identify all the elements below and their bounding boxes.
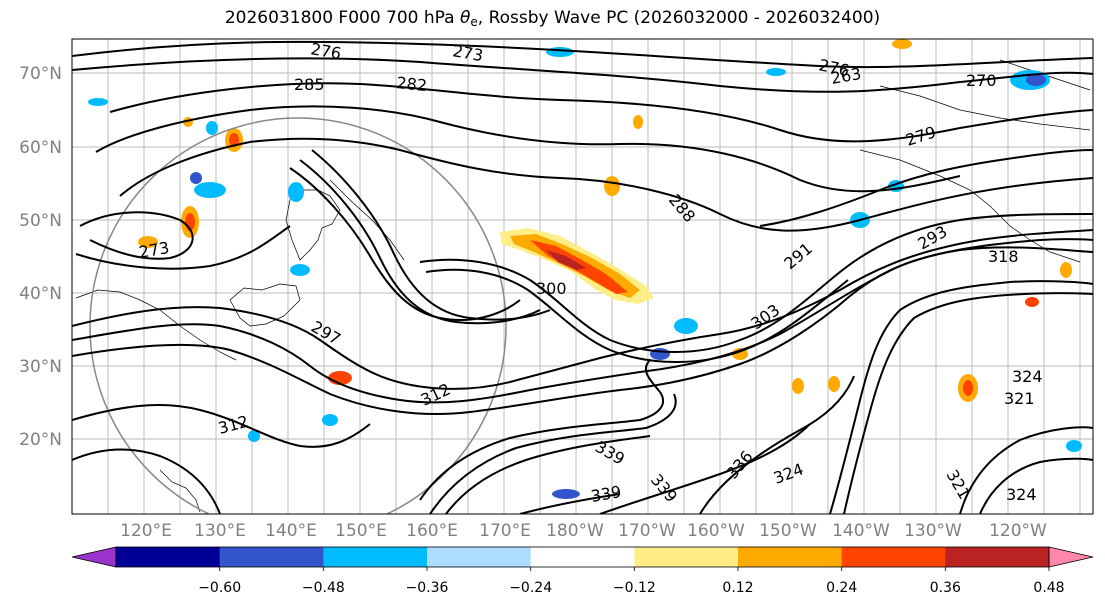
contour-label: 324 bbox=[1012, 367, 1043, 386]
longitude-label: 120°E bbox=[120, 521, 172, 541]
latitude-label: 60°N bbox=[19, 138, 62, 158]
colorbar-segment bbox=[116, 547, 221, 567]
contour-label: 285 bbox=[294, 75, 325, 94]
latitude-label: 50°N bbox=[19, 211, 62, 231]
latitude-label: 20°N bbox=[19, 430, 62, 450]
colorbar-tick-label: −0.12 bbox=[613, 580, 656, 596]
contour-label: 324 bbox=[1006, 485, 1037, 504]
longitude-label: 170°E bbox=[479, 521, 531, 541]
colorbar-tick-label: −0.60 bbox=[198, 580, 241, 596]
colorbar-tick-label: 0.24 bbox=[826, 580, 857, 596]
longitude-label: 140°W bbox=[832, 521, 890, 541]
colorbar-tick-label: 0.48 bbox=[1033, 580, 1064, 596]
reference-circle bbox=[89, 117, 507, 514]
colorbar-segment bbox=[945, 547, 1050, 567]
colorbar-tick-label: 0.12 bbox=[722, 580, 753, 596]
latitude-labels: 70°N 60°N 50°N 40°N 30°N 20°N bbox=[19, 64, 62, 450]
longitude-label: 130°E bbox=[194, 521, 246, 541]
longitude-label: 170°W bbox=[618, 521, 676, 541]
contour-label: 300 bbox=[536, 279, 567, 298]
colorbar: −0.60 −0.48 −0.36 −0.24 −0.12 0.12 0.24 0.36 0.4… bbox=[71, 546, 1094, 596]
colorbar-segment bbox=[427, 547, 532, 567]
colorbar-extend-high bbox=[1048, 546, 1094, 568]
contour-label: 270 bbox=[966, 71, 997, 90]
colorbar-segment bbox=[530, 547, 635, 567]
colorbar-segment bbox=[634, 547, 739, 567]
colorbar-tick-label: −0.24 bbox=[509, 580, 552, 596]
colorbar-segment bbox=[738, 547, 843, 567]
latitude-label: 70°N bbox=[19, 64, 62, 84]
longitude-label: 160°W bbox=[687, 521, 745, 541]
theta-e-contours bbox=[72, 40, 1093, 514]
graticule bbox=[72, 39, 1093, 514]
rossby-wave-pc-shading bbox=[88, 39, 1082, 499]
contour-label: 321 bbox=[1004, 389, 1035, 408]
longitude-label: 120°W bbox=[989, 521, 1047, 541]
colorbar-segment bbox=[219, 547, 324, 567]
contour-label: 318 bbox=[988, 247, 1019, 266]
colorbar-segment bbox=[841, 547, 946, 567]
colorbar-frame bbox=[115, 546, 1050, 568]
longitude-label: 140°E bbox=[265, 521, 317, 541]
colorbar-tick-label: −0.36 bbox=[406, 580, 449, 596]
map-panel: 276 273 285 282 276 263 270 279 288 291 … bbox=[71, 38, 1094, 515]
colorbar-extend-low bbox=[71, 546, 117, 568]
longitude-label: 180°W bbox=[546, 521, 604, 541]
contour-label: 282 bbox=[396, 73, 428, 95]
map-frame bbox=[71, 38, 1094, 515]
colorbar-tick-label: 0.36 bbox=[930, 580, 961, 596]
colorbar-tick-label: −0.48 bbox=[302, 580, 345, 596]
longitude-label: 150°E bbox=[335, 521, 387, 541]
longitude-labels: 120°E 130°E 140°E 150°E 160°E 170°E 180°W 170°W… bbox=[120, 521, 1047, 541]
longitude-label: 160°E bbox=[406, 521, 458, 541]
latitude-label: 40°N bbox=[19, 284, 62, 304]
latitude-label: 30°N bbox=[19, 357, 62, 377]
longitude-label: 150°W bbox=[759, 521, 817, 541]
colorbar-segment bbox=[323, 547, 428, 567]
longitude-label: 130°W bbox=[904, 521, 962, 541]
map-title: 2026031800 F000 700 hPa θe, Rossby Wave … bbox=[224, 8, 881, 29]
